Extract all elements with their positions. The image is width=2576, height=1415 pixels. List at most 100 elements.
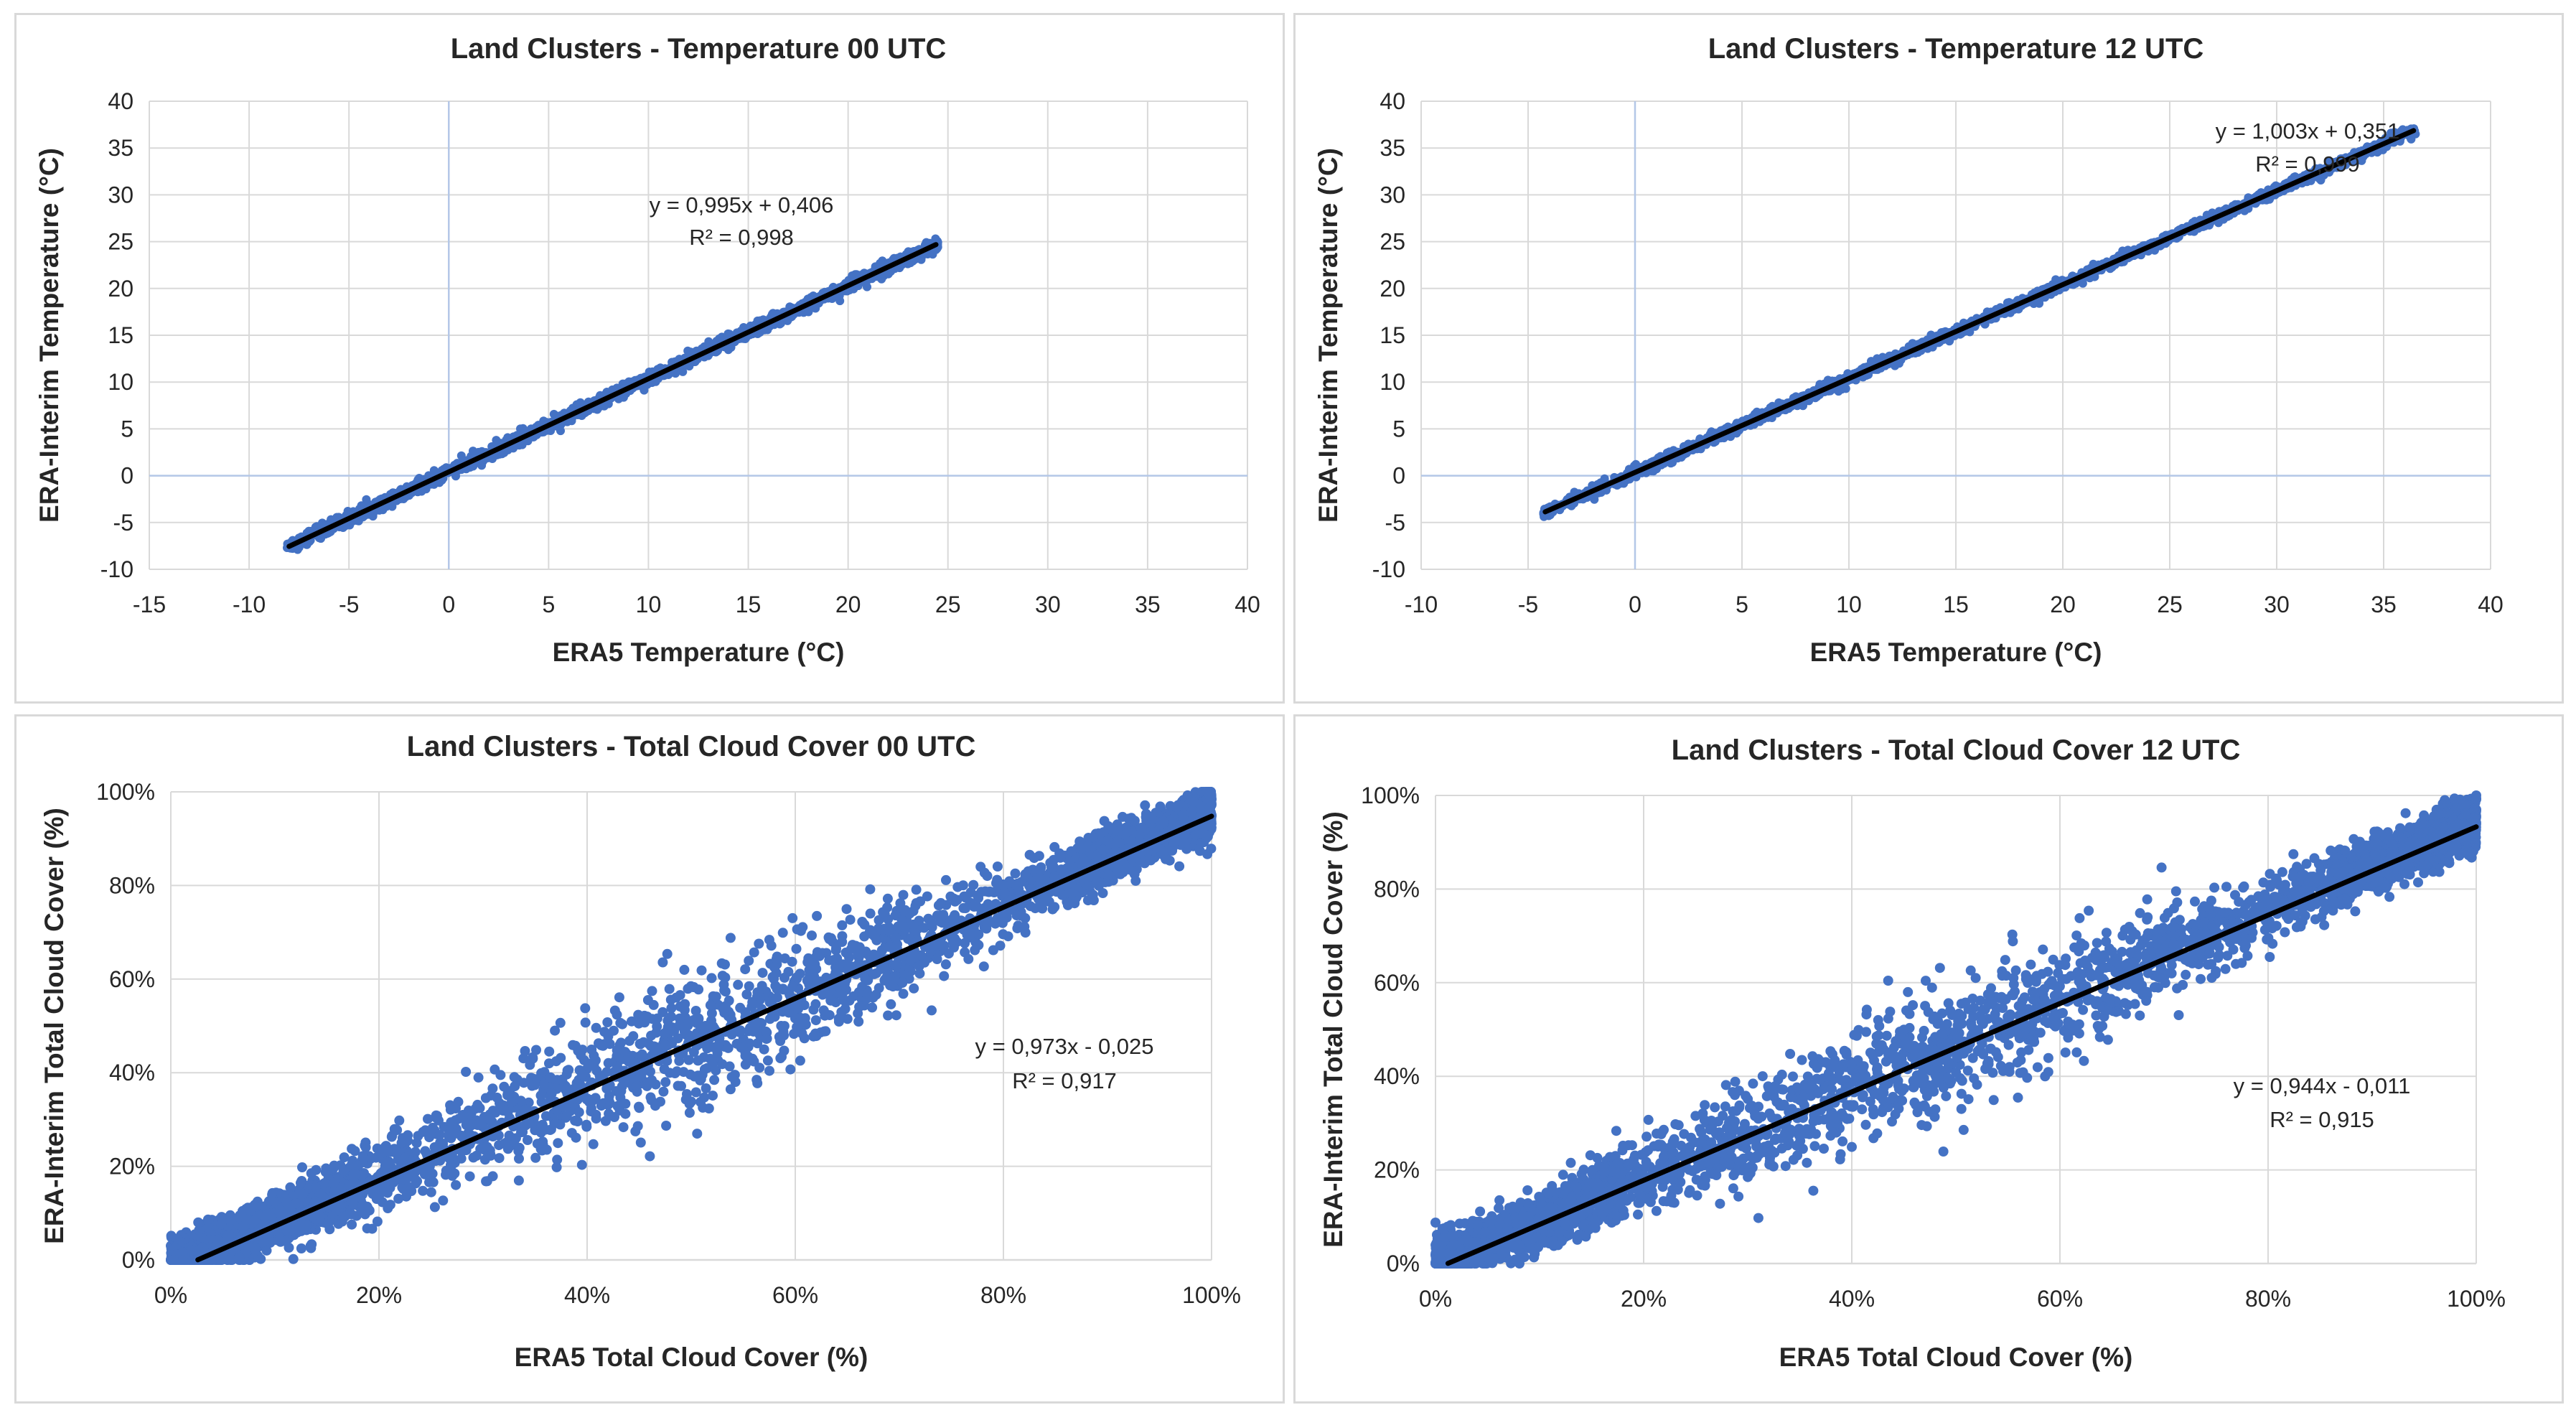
- data-point: [288, 1253, 299, 1264]
- data-point: [917, 255, 926, 264]
- x-tick-label: 35: [2371, 592, 2397, 617]
- x-tick-label: 40: [2478, 592, 2504, 617]
- x-tick-label: -5: [1518, 592, 1538, 617]
- data-point: [1908, 339, 1917, 348]
- data-point: [842, 1014, 853, 1024]
- data-point: [513, 1175, 524, 1186]
- y-tick-label: 40: [108, 88, 134, 114]
- data-point: [445, 1104, 456, 1115]
- chart-panel-cloud-cover-00utc: 0% 20% 40% 60% 80% 100% 0% 20% 40% 60% 80% 100% y = …: [14, 714, 1285, 1404]
- data-point: [617, 1019, 627, 1029]
- y-tick-label: -10: [100, 556, 134, 582]
- data-point: [464, 1171, 475, 1182]
- data-point: [863, 282, 871, 291]
- y-tick-label: 0: [121, 463, 134, 489]
- data-point: [752, 1078, 763, 1088]
- data-point: [1174, 861, 1185, 872]
- x-tick-label: 30: [2264, 592, 2290, 617]
- data-point: [297, 1162, 307, 1172]
- data-point: [1010, 868, 1021, 879]
- data-point: [810, 1015, 821, 1026]
- data-point: [804, 307, 813, 317]
- y-tick-label: 25: [1380, 229, 1405, 255]
- x-tick-label: 25: [935, 592, 961, 617]
- x-tick-label: 10: [1836, 592, 1862, 617]
- data-point: [795, 1055, 805, 1066]
- data-point: [552, 1154, 563, 1165]
- data-point: [362, 495, 371, 504]
- y-tick-label: 10: [1380, 369, 1405, 395]
- data-point: [754, 1063, 765, 1073]
- y-tick-label: 30: [108, 182, 134, 207]
- chart-title: Land Clusters - Temperature 12 UTC: [1708, 33, 2204, 65]
- trendline-equation: y = 0,995x + 0,406: [650, 192, 834, 218]
- y-tick-label: 60%: [109, 966, 155, 992]
- data-point: [928, 250, 937, 259]
- scatter-chart-svg: 0% 20% 40% 60% 80% 100%0%20%40%60%80%100%y = …: [39, 731, 1241, 1372]
- data-point: [461, 1067, 472, 1077]
- y-tick-label: 100%: [96, 779, 155, 805]
- x-tick-label: -10: [1405, 592, 1438, 617]
- x-axis-label: ERA5 Temperature (°C): [1810, 638, 2102, 667]
- data-point: [690, 1087, 701, 1098]
- y-tick-label: 30: [1380, 182, 1405, 207]
- data-point: [683, 346, 693, 355]
- y-tick-label: 35: [1380, 135, 1405, 161]
- data-point: [851, 271, 860, 280]
- data-point: [706, 1008, 717, 1019]
- data-point: [451, 472, 460, 481]
- data-point: [978, 961, 989, 972]
- trendline: [1542, 128, 2417, 515]
- trendline: [286, 242, 939, 549]
- data-point: [523, 436, 533, 446]
- y-tick-label: 20%: [109, 1154, 155, 1180]
- y-tick-label: 15: [1380, 322, 1405, 348]
- data-point: [812, 910, 823, 921]
- y-tick-label: 0: [1392, 463, 1405, 489]
- data-point: [2078, 279, 2087, 288]
- chart-panel-temperature-12utc: -10 -5 0 5 10 15 20 25 30 35 40 -10 -5 0 5 10 15 20 25 30 35…: [1293, 13, 2564, 704]
- x-tick-label: 10: [636, 592, 662, 617]
- r-squared-label: R² = 0,998: [689, 225, 794, 250]
- data-point: [618, 1122, 629, 1133]
- x-tick-label: 0: [442, 592, 455, 617]
- x-tick-label: 0%: [154, 1282, 187, 1308]
- y-tick-label: -10: [1372, 556, 1405, 582]
- y-tick-label: 20: [1380, 276, 1405, 302]
- data-point: [891, 1010, 901, 1021]
- data-point: [701, 1083, 711, 1093]
- data-point: [602, 388, 612, 396]
- y-tick-label: 80%: [109, 872, 155, 898]
- x-tick-label: 30: [1035, 592, 1061, 617]
- y-tick-label: -5: [1385, 510, 1405, 536]
- x-tick-label: 40%: [564, 1282, 610, 1308]
- x-tick-label: 20: [835, 592, 861, 617]
- r-squared-label: R² = 0,999: [2255, 151, 2360, 177]
- y-tick-label: 40: [1380, 88, 1405, 114]
- data-point: [876, 258, 885, 268]
- data-point: [332, 513, 342, 522]
- data-point: [911, 884, 922, 895]
- data-point: [418, 1185, 428, 1196]
- x-tick-label: 15: [1943, 592, 1969, 617]
- scatter-chart-svg: -15 -10 -5 0 5 10 15 20 25 30 35 40-10-505101520253…: [34, 33, 1260, 667]
- data-points: [166, 787, 1217, 1265]
- x-axis-label: ERA5 Temperature (°C): [553, 638, 845, 667]
- y-tick-label: 15: [108, 322, 134, 348]
- data-point: [807, 930, 817, 941]
- x-tick-label: 0: [1629, 592, 1641, 617]
- data-point: [777, 928, 788, 938]
- x-tick-label: -10: [233, 592, 266, 617]
- data-point: [385, 1200, 395, 1210]
- data-point: [783, 966, 794, 977]
- data-point: [347, 1144, 357, 1154]
- trendline-equation: y = 1,003x + 0,351: [2216, 118, 2400, 144]
- data-point: [845, 915, 856, 925]
- data-point: [514, 1153, 524, 1164]
- x-tick-label: 20: [2050, 592, 2076, 617]
- x-tick-label: 40: [1235, 592, 1260, 617]
- scatter-chart-svg: -10 -5 0 5 10 15 20 25 30 35 40-10-505101520253035…: [1313, 33, 2504, 667]
- data-point: [820, 1009, 831, 1019]
- data-point: [706, 973, 717, 984]
- data-point: [927, 1005, 937, 1016]
